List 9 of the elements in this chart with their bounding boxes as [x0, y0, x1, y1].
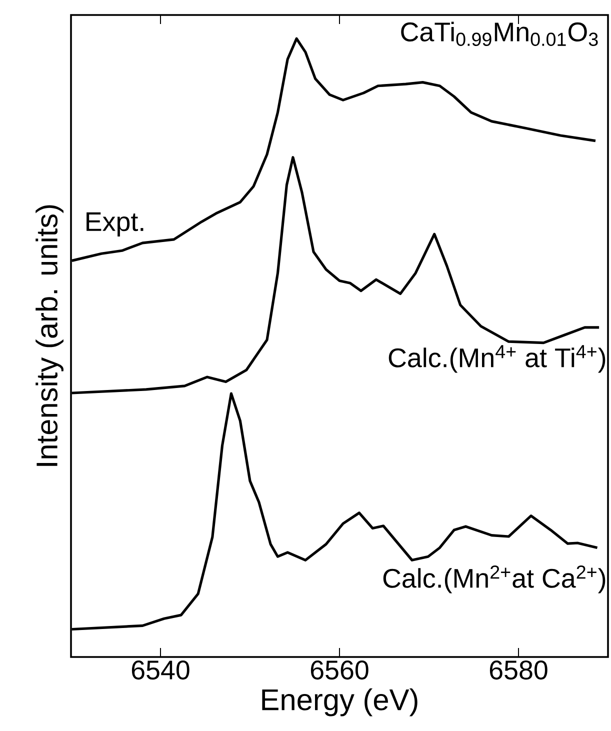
annotation: CaTi$_{0.99}$Mn$_{0.01}$O$_{3}$: [401, 22, 598, 46]
y-axis-title: Intensity (arb. units): [36, 205, 64, 466]
x-axis-title: Energy (eV): [262, 688, 418, 716]
x-tick-label: 6580: [490, 660, 548, 680]
series-label: Calc.(Mn$^{4+}$ at Ti$^{4+}$): [388, 345, 606, 373]
series-label: Calc.(Mn$^{2+}$at Ca$^{2+}$): [383, 565, 606, 594]
series-label: Expt.: [86, 212, 144, 236]
x-tick-label: 6540: [132, 660, 190, 680]
x-tick-label: 6560: [310, 660, 368, 680]
